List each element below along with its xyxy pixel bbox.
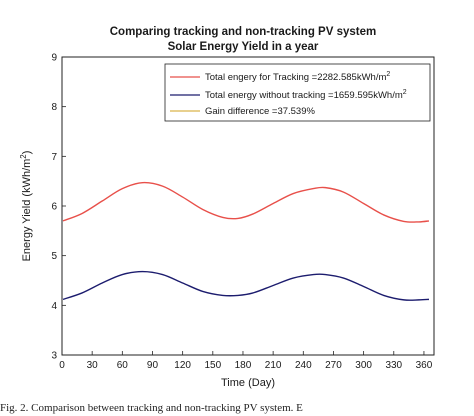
x-tick-label: 330	[385, 360, 402, 371]
y-tick-label: 4	[51, 301, 57, 312]
series-line-tracking	[62, 181, 430, 223]
x-tick-label: 240	[295, 360, 312, 371]
y-axis-label-end: )	[21, 151, 33, 155]
legend-label-tracking-sup: 2	[386, 71, 390, 78]
x-axis-ticks: 0 30 60 90 120 150 180 210 240 270 300 330 360	[59, 351, 433, 371]
x-tick-label: 120	[174, 360, 191, 371]
x-tick-label: 300	[355, 360, 372, 371]
chart-title-line2: Solar Energy Yield in a year	[168, 41, 319, 53]
series-line-non-tracking	[62, 270, 430, 301]
x-tick-label: 270	[325, 360, 342, 371]
x-tick-label: 360	[416, 360, 433, 371]
x-tick-label: 60	[117, 360, 129, 371]
legend: Total engery for Tracking =2282.585kWh/m…	[164, 63, 431, 122]
y-axis-label-sup: 2	[19, 154, 28, 159]
x-tick-label: 90	[147, 360, 159, 371]
y-axis-label: Energy Yield (kWh/m2)	[19, 151, 33, 262]
y-tick-label: 7	[51, 152, 57, 163]
y-tick-label: 3	[51, 351, 57, 362]
legend-label-non-tracking-sup: 2	[403, 89, 407, 96]
x-tick-label: 180	[235, 360, 252, 371]
y-tick-label: 5	[51, 251, 57, 262]
legend-label-tracking-main: Total engery for Tracking =2282.585kWh/m	[205, 72, 386, 83]
legend-label-tracking: Total engery for Tracking =2282.585kWh/m…	[205, 71, 390, 83]
x-tick-label: 0	[59, 360, 65, 371]
y-tick-label: 9	[51, 53, 57, 64]
figure-caption: Fig. 2. Comparison between tracking and …	[0, 402, 303, 414]
x-tick-label: 30	[87, 360, 99, 371]
y-axis-ticks: 3 4 5 6 7 8 9	[51, 53, 66, 362]
x-axis-label: Time (Day)	[221, 377, 275, 389]
x-tick-label: 210	[265, 360, 282, 371]
legend-label-gain: Gain difference =37.539%	[205, 106, 315, 117]
legend-label-non-tracking-main: Total energy without tracking =1659.595k…	[205, 90, 403, 101]
y-tick-label: 6	[51, 202, 57, 213]
series-lines	[62, 181, 430, 301]
x-tick-label: 150	[204, 360, 221, 371]
y-tick-label: 8	[51, 102, 57, 113]
legend-label-non-tracking: Total energy without tracking =1659.595k…	[205, 89, 407, 101]
y-axis-label-main: Energy Yield (kWh/m	[21, 159, 33, 262]
legend-box	[164, 63, 431, 122]
chart-title-line1: Comparing tracking and non-tracking PV s…	[110, 26, 376, 38]
